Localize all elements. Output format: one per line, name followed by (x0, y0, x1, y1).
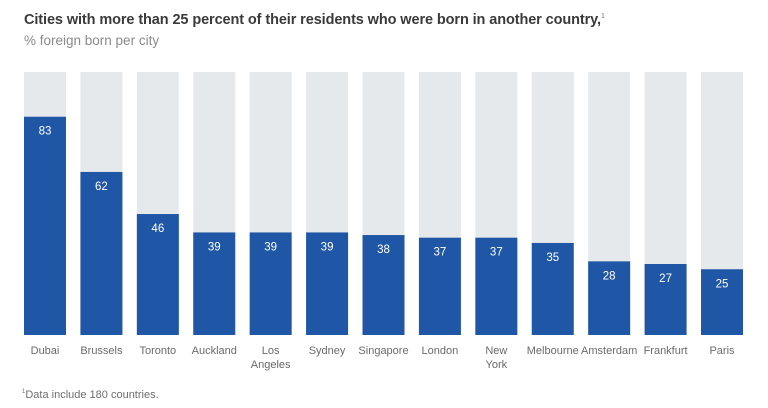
bar-group-brussels: 62 Brussels (80, 72, 123, 357)
chart-title: Cities with more than 25 percent of thei… (24, 12, 605, 28)
bar (24, 116, 66, 336)
data-label: 62 (95, 181, 108, 193)
bar (701, 269, 743, 335)
data-label: 83 (39, 126, 52, 138)
category-label: Auckland (192, 345, 237, 357)
category-label: Dubai (31, 345, 60, 357)
category-label: Los (262, 345, 280, 357)
bar-group-toronto: 46 Toronto (136, 72, 179, 357)
category-label: Melbourne (527, 345, 579, 357)
bar-group-melbourne: 35 Melbourne (527, 72, 579, 357)
data-label: 25 (716, 278, 729, 290)
data-label: 39 (321, 241, 334, 253)
bar-group-los-angeles: 39 Los Angeles (249, 72, 292, 371)
chart-title-text: Cities with more than 25 percent of thei… (24, 12, 601, 28)
data-label: 37 (434, 247, 447, 259)
bar (475, 237, 518, 335)
chart-subtitle: % foreign born per city (24, 33, 160, 48)
bar (588, 261, 631, 335)
category-label: Sydney (309, 345, 346, 357)
data-label: 28 (603, 270, 616, 282)
bar (418, 237, 461, 335)
category-label: Brussels (80, 345, 123, 357)
bar (136, 214, 179, 335)
bar (644, 263, 687, 335)
category-label: Paris (709, 345, 735, 357)
bar-group-auckland: 39 Auckland (192, 72, 237, 357)
data-label: 37 (490, 247, 503, 259)
bar (362, 235, 405, 335)
data-label: 46 (151, 223, 164, 235)
bar-group-amsterdam: 28 Amsterdam (581, 72, 637, 357)
category-label: Angeles (251, 359, 291, 371)
data-label: 39 (208, 241, 221, 253)
bar-group-paris: 25 Paris (701, 72, 743, 357)
footnote-text: Data include 180 countries. (25, 389, 159, 401)
category-label: London (422, 345, 459, 357)
bar-group-dubai: 83 Dubai (24, 72, 66, 357)
category-label: York (486, 359, 508, 371)
category-label: Singapore (358, 345, 408, 357)
bar-group-london: 37 London (418, 72, 461, 357)
footnote-marker: 1 (22, 389, 26, 395)
bar (193, 232, 236, 335)
footnote: 1Data include 180 countries. (22, 389, 159, 401)
data-label: 27 (659, 273, 672, 285)
bar-group-frankfurt: 27 Frankfurt (644, 72, 688, 357)
bar (249, 232, 292, 335)
category-label: New (485, 345, 507, 357)
bar (306, 232, 349, 335)
category-label: Frankfurt (644, 345, 688, 357)
bar (80, 171, 123, 335)
data-label: 38 (377, 244, 390, 256)
data-label: 39 (264, 241, 277, 253)
bar-group-sydney: 39 Sydney (306, 72, 349, 357)
bar-group-new-york: 37 New York (475, 72, 518, 371)
bar-group-singapore: 38 Singapore (358, 72, 409, 357)
title-footnote-marker: 1 (600, 13, 605, 20)
bar (531, 242, 574, 335)
category-label: Toronto (139, 345, 176, 357)
data-label: 35 (546, 252, 559, 264)
category-label: Amsterdam (581, 345, 637, 357)
